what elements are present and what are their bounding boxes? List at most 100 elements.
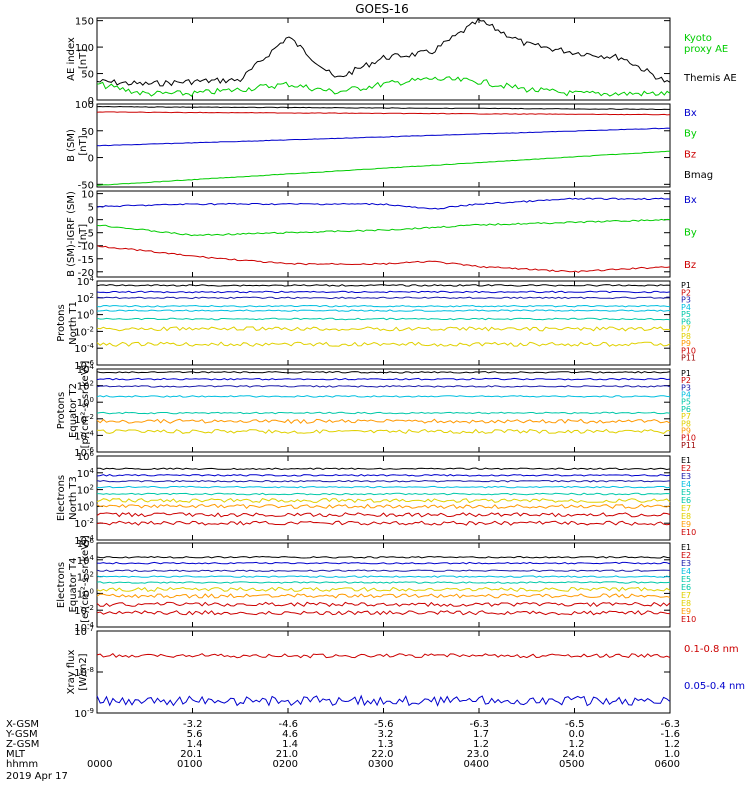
footer-value: 0600 xyxy=(655,759,680,770)
footer-row-label: MLT xyxy=(6,749,26,760)
footer-value: 22.0 xyxy=(371,749,393,760)
y-tick-label: 10-9 xyxy=(74,707,94,720)
tick-exp: 4 xyxy=(90,467,95,475)
series-line-p4 xyxy=(96,395,671,398)
footer-value: 0500 xyxy=(559,759,584,770)
tick-exp: 0 xyxy=(90,396,94,404)
legend-label: Bz xyxy=(684,260,696,271)
footer-value: 3.2 xyxy=(378,729,394,740)
legend-label: E3 xyxy=(681,472,691,481)
tick-base: 10 xyxy=(74,344,87,355)
tick-exp: 4 xyxy=(90,275,95,283)
y-tick-label: 102 xyxy=(77,571,94,584)
legend-label: 0.05-0.4 nm xyxy=(684,681,745,692)
y-tick-label: 100 xyxy=(77,396,94,409)
tick-base: 10 xyxy=(77,452,90,463)
tick-base: 10 xyxy=(74,668,87,679)
series-line-e9 xyxy=(96,610,671,616)
footer-value: 24.0 xyxy=(562,749,584,760)
y-tick-label: 10-4 xyxy=(74,621,94,634)
legend-label: P7 xyxy=(681,325,691,334)
y-tick-label: 10-6 xyxy=(74,359,94,372)
legend-label: 0.1-0.8 nm xyxy=(684,644,739,655)
y-tick-label: 10-4 xyxy=(74,534,94,547)
legend-label: P9 xyxy=(681,426,691,435)
legend-label: E1 xyxy=(681,543,691,552)
y-axis-label: Protons xyxy=(56,304,67,341)
footer-row-label: hhmm xyxy=(6,759,38,770)
series-line-themis-ae xyxy=(96,18,671,87)
tick-exp: 0 xyxy=(90,587,94,595)
legend-label: P1 xyxy=(681,369,691,378)
footer-value: 0000 xyxy=(87,759,112,770)
tick-base: 10 xyxy=(74,623,87,634)
legend-label: By xyxy=(684,129,697,140)
legend-label: E8 xyxy=(681,512,691,521)
legend-label: Bx xyxy=(684,108,697,119)
y-axis-label-2: Equator T4 xyxy=(68,558,79,613)
y-tick-label: 102 xyxy=(77,484,94,497)
legend-label: E6 xyxy=(681,583,691,592)
footer-value: 0200 xyxy=(273,759,298,770)
panel-bsm: 100 50 0 -50 B (SM) [nT] Bx By Bz Bmag xyxy=(66,100,713,191)
tick-base: 10 xyxy=(77,589,90,600)
tick-base: 10 xyxy=(74,519,87,530)
legend-label: E8 xyxy=(681,599,691,608)
footer-value: -6.5 xyxy=(565,719,585,730)
series-line-e3 xyxy=(96,569,671,573)
series-line-bx xyxy=(96,127,671,147)
y-tick-label: 0 xyxy=(88,154,94,165)
footer-value: 0400 xyxy=(464,759,489,770)
y-tick-label: 10 xyxy=(81,190,94,201)
y-axis-unit: [nT] xyxy=(78,49,89,69)
y-axis-label-2: Equator T2 xyxy=(68,383,79,438)
footer-row-label: X-GSM xyxy=(6,719,39,730)
legend-label: P7 xyxy=(681,412,691,421)
legend-label: P2 xyxy=(681,376,691,385)
tick-exp: 4 xyxy=(90,554,95,562)
footer-value: 1.4 xyxy=(187,739,203,750)
y-tick-label: 104 xyxy=(77,467,95,480)
tick-base: 10 xyxy=(77,573,90,584)
tick-exp: 2 xyxy=(90,380,94,388)
footer-value: -1.6 xyxy=(660,729,680,740)
series-line-p6 xyxy=(96,418,671,425)
series-line-by xyxy=(96,150,671,186)
legend-label: E9 xyxy=(681,607,691,616)
series-line-e9 xyxy=(96,520,671,526)
legend-label: P3 xyxy=(681,296,691,305)
footer-value: -6.3 xyxy=(469,719,489,730)
tick-base: 10 xyxy=(77,398,90,409)
footer-value: 1.4 xyxy=(282,739,298,750)
legend-label: P10 xyxy=(681,434,696,443)
series-line-e6 xyxy=(96,586,671,593)
y-tick-label: -5 xyxy=(84,229,94,240)
tick-exp: 0 xyxy=(90,500,94,508)
tick-exp: -7 xyxy=(87,625,94,633)
y-tick-label: 104 xyxy=(77,554,95,567)
tick-exp: 2 xyxy=(90,571,94,579)
tick-base: 10 xyxy=(77,502,90,513)
series-line-e3 xyxy=(96,479,671,483)
footer-value: 5.6 xyxy=(187,729,203,740)
plot-title: GOES-16 xyxy=(355,2,409,16)
y-tick-label: 10-2 xyxy=(74,413,94,426)
tick-exp: -2 xyxy=(87,604,94,612)
footer-value: 1.2 xyxy=(664,739,680,750)
series-line-p5 xyxy=(96,411,671,415)
legend-label: P6 xyxy=(681,405,691,414)
y-axis-label: B (SM)-IGRF (SM) xyxy=(66,191,77,277)
tick-base: 10 xyxy=(77,277,90,288)
series-line-p7 xyxy=(96,428,671,434)
legend-label: P8 xyxy=(681,419,691,428)
tick-base: 10 xyxy=(74,431,87,442)
y-tick-label: 10-2 xyxy=(74,604,94,617)
legend-label: P11 xyxy=(681,354,696,363)
footer-value: -5.6 xyxy=(374,719,394,730)
legend-label: E2 xyxy=(681,551,691,560)
legend-label: E10 xyxy=(681,528,696,537)
